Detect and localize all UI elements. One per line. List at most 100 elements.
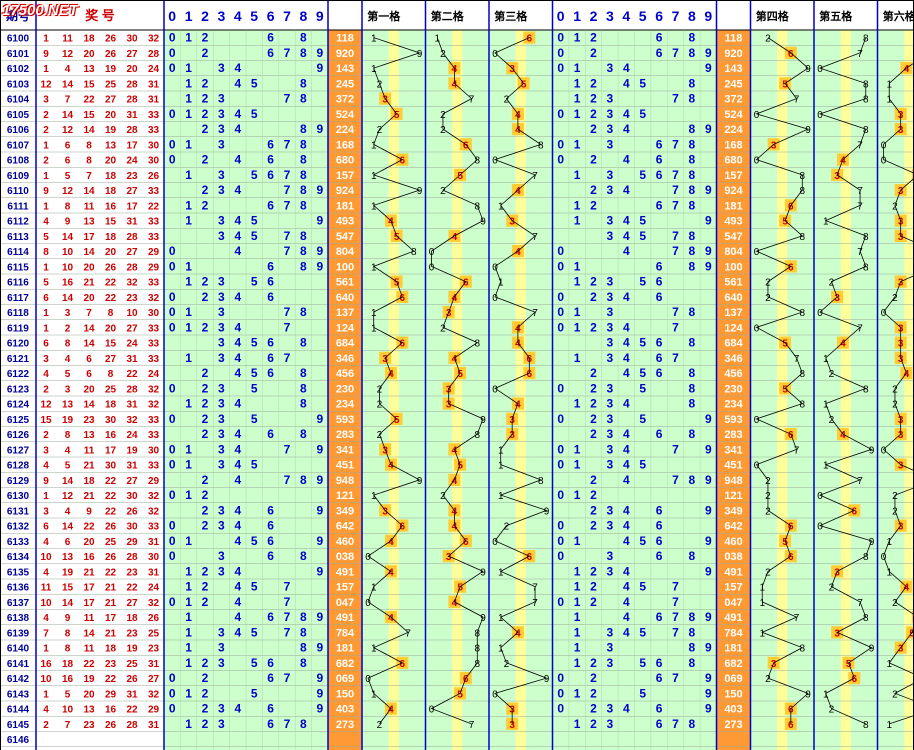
digit-mark-right: 8 [689, 31, 696, 45]
highlight-stripe [515, 30, 526, 750]
winning-number: 31 [126, 461, 138, 472]
group-value: 4 [388, 705, 394, 716]
winning-number: 30 [126, 34, 138, 45]
winning-number: 4 [43, 217, 49, 228]
tail-cell-right: 349 [724, 505, 742, 517]
digit-mark-right: 6 [656, 427, 663, 441]
tail-cell-left: 524 [336, 109, 355, 121]
group-value: 5 [457, 369, 463, 380]
digit-mark-right: 4 [623, 366, 630, 380]
group-value: 7 [532, 308, 538, 319]
winning-number: 26 [105, 34, 117, 45]
group-value: 8 [863, 720, 869, 731]
group-value: 8 [474, 659, 480, 670]
winning-number: 27 [105, 354, 117, 365]
group-value: 3 [382, 506, 388, 517]
tail-cell-left: 230 [336, 383, 354, 395]
winning-number: 22 [83, 522, 95, 533]
digit-mark-right: 9 [705, 610, 712, 624]
winning-number: 22 [105, 674, 117, 685]
tail-cell-left: 137 [336, 307, 354, 319]
digit-mark-left: 0 [169, 519, 176, 533]
group-value: 5 [782, 79, 788, 90]
digit-mark-left: 0 [169, 458, 176, 472]
tail-cell-left: 561 [336, 277, 354, 289]
winning-number: 19 [62, 415, 74, 426]
winning-number: 18 [105, 400, 117, 411]
tail-cell-right: 069 [724, 673, 742, 685]
digit-mark-right: 4 [623, 458, 630, 472]
group-value: 5 [782, 217, 788, 228]
digit-mark-right: 3 [607, 625, 614, 639]
digit-mark-right: 0 [557, 153, 564, 167]
digit-mark-right: 4 [623, 183, 630, 197]
group-value: 0 [881, 156, 887, 167]
digit-mark-left: 7 [284, 168, 291, 182]
group-value: 8 [474, 156, 480, 167]
group-value: 8 [863, 262, 869, 273]
digit-mark-left: 8 [300, 168, 307, 182]
digit-mark-right: 4 [623, 153, 630, 167]
digit-mark-right: 1 [574, 564, 581, 578]
winning-number: 1 [43, 644, 49, 655]
issue-cell: 6146 [7, 735, 30, 746]
digit-mark-right: 0 [557, 320, 564, 334]
winning-number: 20 [83, 49, 95, 60]
group-value: 0 [817, 308, 823, 319]
winning-number: 31 [126, 217, 138, 228]
group-value: 2 [892, 598, 898, 609]
winning-number: 27 [126, 49, 138, 60]
digit-header-left: 9 [316, 8, 324, 24]
winning-number: 13 [83, 217, 95, 228]
winning-number: 22 [83, 95, 95, 106]
group-value: 2 [440, 125, 446, 136]
digit-mark-right: 8 [689, 153, 696, 167]
winning-number: 23 [126, 293, 138, 304]
winning-number: 4 [65, 445, 71, 456]
digit-mark-left: 2 [202, 76, 209, 90]
digit-mark-right: 6 [656, 290, 663, 304]
group-value: 4 [452, 79, 458, 90]
digit-mark-right: 2 [590, 427, 597, 441]
digit-mark-right: 5 [639, 534, 646, 548]
digit-mark-right: 1 [574, 717, 581, 731]
digit-mark-right: 4 [623, 290, 630, 304]
winning-number: 20 [83, 537, 95, 548]
digit-mark-left: 0 [169, 259, 176, 273]
digit-mark-left: 2 [202, 580, 209, 594]
winning-number: 14 [83, 339, 95, 350]
group-value: 2 [829, 583, 835, 594]
digit-mark-left: 9 [316, 641, 323, 655]
winning-number: 25 [148, 628, 160, 639]
digit-header-left: 7 [283, 8, 291, 24]
group-hit-cell [911, 611, 914, 624]
digit-mark-left: 7 [284, 92, 291, 106]
digit-mark-right: 6 [656, 275, 663, 289]
winning-number: 11 [84, 613, 95, 624]
digit-mark-right: 5 [639, 381, 646, 395]
digit-mark-left: 1 [185, 31, 192, 45]
group-value: 9 [869, 537, 875, 548]
winning-number: 21 [83, 567, 95, 578]
digit-mark-right: 6 [656, 534, 663, 548]
winning-number: 8 [86, 140, 92, 151]
winning-number: 1 [43, 171, 49, 182]
digit-mark-right: 6 [656, 702, 663, 716]
winning-number: 1 [43, 140, 49, 151]
digit-mark-right: 3 [607, 549, 614, 563]
digit-mark-left: 2 [202, 381, 209, 395]
digit-mark-left: 2 [202, 473, 209, 487]
group-value: 4 [452, 232, 458, 243]
digit-mark-left: 0 [169, 290, 176, 304]
winning-number: 28 [126, 720, 138, 731]
tail-cell-left: 341 [336, 444, 354, 456]
group-value: 1 [371, 171, 377, 182]
digit-mark-right: 5 [639, 458, 646, 472]
digit-mark-left: 4 [234, 595, 241, 609]
winning-number: 32 [148, 34, 160, 45]
winning-number: 11 [41, 583, 52, 594]
digit-mark-right: 3 [607, 229, 614, 243]
winning-number: 29 [148, 476, 160, 487]
digit-mark-left: 9 [316, 244, 323, 258]
digit-mark-right: 7 [672, 305, 679, 319]
